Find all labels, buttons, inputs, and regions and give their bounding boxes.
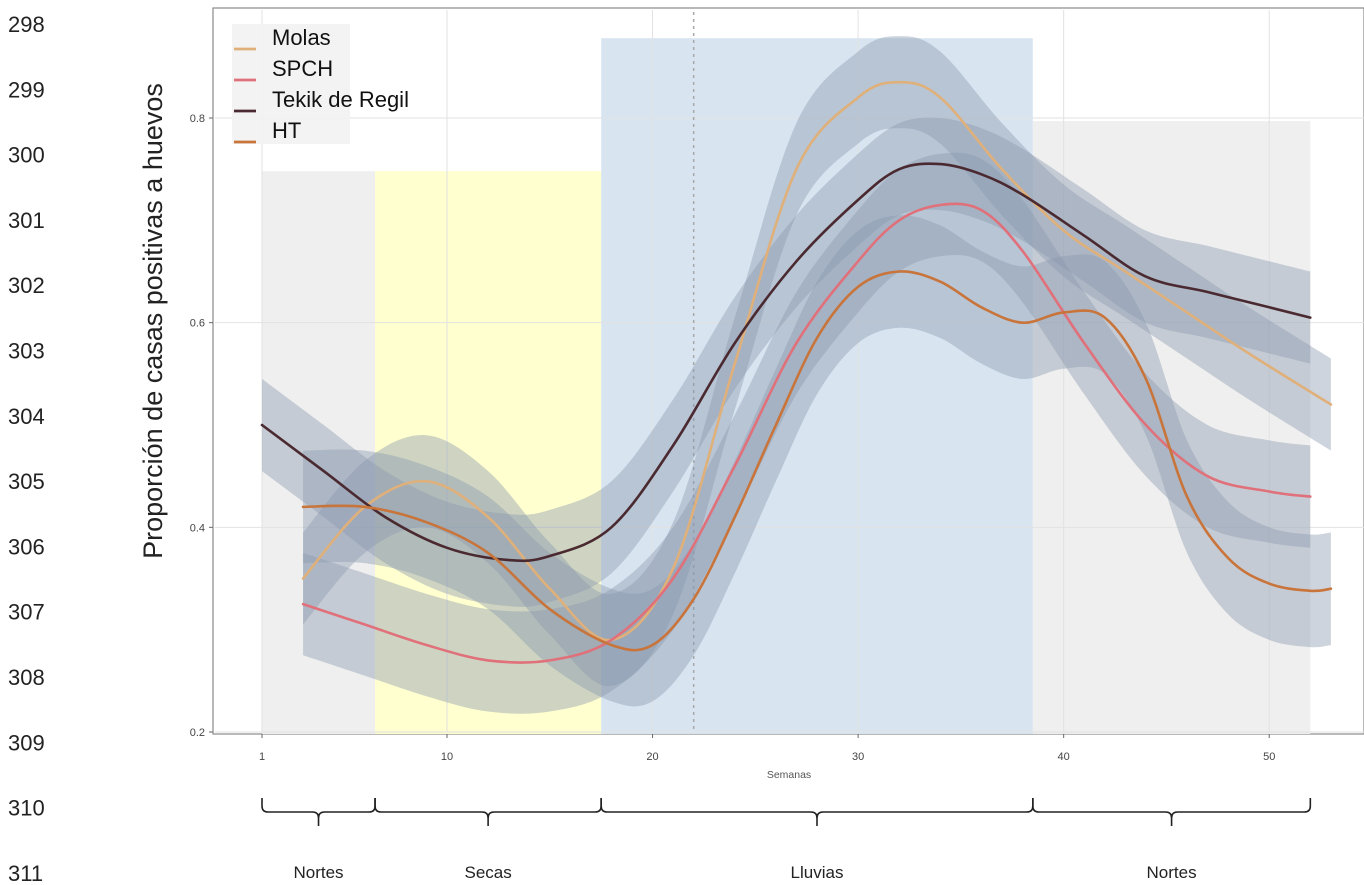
line-number: 303 bbox=[8, 339, 45, 364]
line-number: 311 bbox=[8, 861, 43, 885]
line-number: 302 bbox=[8, 273, 45, 298]
y-tick-label: 0.2 bbox=[190, 727, 205, 739]
grid-lines bbox=[215, 10, 1364, 733]
legend-label-molas: Molas bbox=[272, 25, 331, 50]
line-number-column: 298 299 300 301 302 303 304 305 306 307 308 309 310 3… bbox=[8, 12, 45, 885]
season-band-lluvias bbox=[601, 38, 1033, 735]
y-tick-label: 0.6 bbox=[190, 318, 205, 330]
season-band-nortes bbox=[1032, 121, 1311, 734]
series-line-molas bbox=[301, 80, 1333, 642]
x-tick-label: 40 bbox=[1058, 751, 1070, 763]
season-label: Secas bbox=[464, 863, 511, 882]
line-number: 304 bbox=[8, 404, 45, 429]
series-line-tekik-de-regil bbox=[260, 162, 1312, 563]
series-line-ht bbox=[301, 270, 1333, 652]
legend-key-background bbox=[232, 24, 350, 144]
season-bracket bbox=[600, 798, 1034, 826]
line-number: 305 bbox=[8, 469, 45, 494]
line-number: 309 bbox=[8, 730, 45, 755]
line-number: 310 bbox=[8, 796, 45, 821]
x-axis-label: Semanas bbox=[767, 769, 811, 781]
legend: Molas SPCH Tekik de Regil HT bbox=[232, 24, 409, 144]
x-tick-label: 20 bbox=[646, 751, 658, 763]
line-number: 301 bbox=[8, 208, 45, 233]
season-shading bbox=[262, 38, 1311, 735]
y-axis-label: Proporción de casas positivas a huevos bbox=[138, 83, 168, 559]
legend-label-spch: SPCH bbox=[272, 56, 333, 81]
season-bracket bbox=[261, 798, 376, 826]
band-spch bbox=[303, 152, 1311, 714]
line-number: 306 bbox=[8, 534, 45, 559]
y-tick-label: 0.8 bbox=[190, 113, 205, 125]
season-band-nortes bbox=[262, 171, 376, 735]
line-number: 307 bbox=[8, 600, 45, 625]
x-tick-label: 10 bbox=[441, 751, 453, 763]
series-line-spch bbox=[301, 202, 1312, 664]
season-bracket bbox=[1032, 798, 1312, 826]
x-tick-label: 30 bbox=[852, 751, 864, 763]
band-ht bbox=[303, 215, 1331, 707]
x-tick-label: 1 bbox=[259, 751, 265, 763]
line-number: 300 bbox=[8, 143, 45, 168]
legend-label-ht: HT bbox=[272, 118, 301, 143]
season-label: Lluvias bbox=[791, 863, 844, 882]
confidence-bands bbox=[262, 36, 1331, 714]
season-label: Nortes bbox=[1147, 863, 1197, 882]
line-number: 298 bbox=[8, 12, 45, 37]
series-lines bbox=[260, 80, 1333, 664]
band-molas bbox=[303, 36, 1331, 687]
season-bracket bbox=[374, 798, 602, 826]
line-number: 308 bbox=[8, 665, 45, 690]
x-axis-ticks: 1 10 20 30 40 50 bbox=[259, 734, 1275, 763]
line-number: 299 bbox=[8, 77, 45, 102]
x-tick-label: 50 bbox=[1263, 751, 1275, 763]
y-axis-ticks: 0.2 0.4 0.6 0.8 bbox=[190, 113, 213, 739]
season-label: Nortes bbox=[293, 863, 343, 882]
band-tekik-de-regil bbox=[262, 117, 1311, 607]
y-tick-label: 0.4 bbox=[190, 522, 205, 534]
season-brackets: Nortes Secas Lluvias Nortes bbox=[261, 798, 1312, 882]
legend-label-tekik-de-regil: Tekik de Regil bbox=[272, 87, 409, 112]
